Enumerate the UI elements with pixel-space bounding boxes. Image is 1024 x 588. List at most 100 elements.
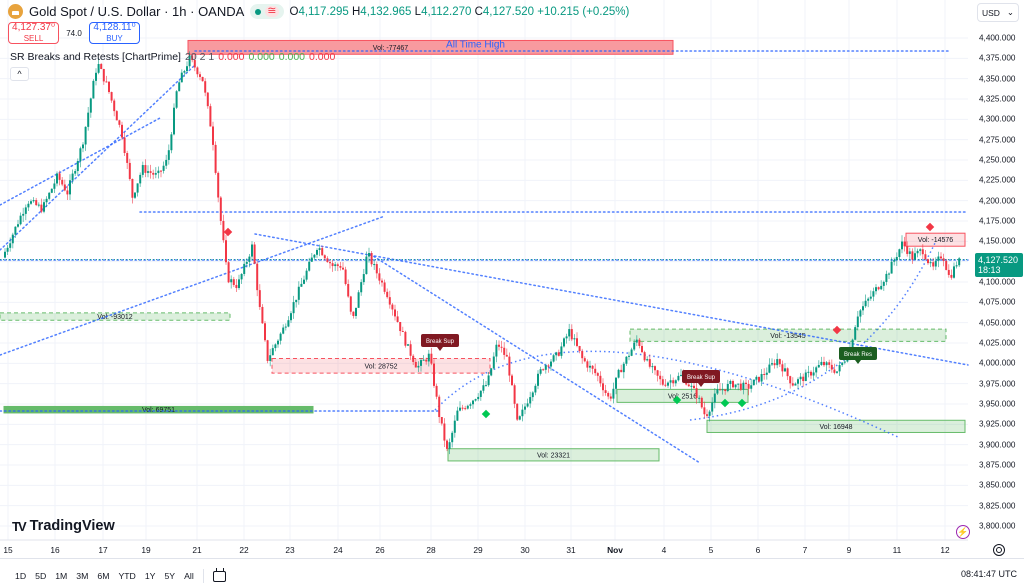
range-ytd[interactable]: YTD (118, 571, 136, 581)
time-axis-label: Nov (607, 545, 623, 555)
last-price-label: 4,127.520 18:13 (975, 253, 1023, 277)
range-6m[interactable]: 6M (97, 571, 110, 581)
chevron-up-icon: ^ (17, 69, 22, 79)
time-axis-label: 12 (940, 545, 950, 555)
price-axis-label: 4,375.000 (979, 53, 1016, 63)
price-axis-label: 4,000.000 (979, 358, 1016, 368)
price-axis-label: 3,900.000 (979, 440, 1016, 450)
collapse-legend-button[interactable]: ^ (10, 67, 29, 81)
range-5d[interactable]: 5D (35, 571, 47, 581)
open-label: O (289, 5, 299, 18)
svg-text:Vol: 28752: Vol: 28752 (364, 363, 397, 370)
svg-text:Vol: -13545: Vol: -13545 (770, 333, 806, 340)
svg-text:Vol: -77467: Vol: -77467 (373, 45, 409, 52)
sell-label: SELL (23, 33, 44, 43)
price-axis-label: 3,825.000 (979, 501, 1016, 511)
gold-symbol-icon (8, 4, 23, 19)
price-axis-label: 4,350.000 (979, 74, 1016, 84)
low-value: 4,112.270 (421, 5, 472, 18)
chevron-down-icon: ⌄ (1006, 7, 1014, 17)
price-axis-label: 4,150.000 (979, 236, 1016, 246)
low-label: L (414, 5, 422, 18)
tradingview-logo-icon: TV (12, 518, 27, 534)
price-axis-label: 3,925.000 (979, 419, 1016, 429)
svg-text:Break Sup: Break Sup (687, 375, 716, 381)
tradingview-logo[interactable]: TV TradingView (12, 518, 115, 534)
high-label: H (351, 5, 361, 18)
price-axis-label: 4,300.000 (979, 114, 1016, 124)
price-axis-label: 4,175.000 (979, 216, 1016, 226)
price-chart-canvas[interactable]: Vol: -77467 All Time High Vol: -93012 Vol: … (0, 0, 1024, 558)
date-range-buttons: 1D 5D 1M 3M 6M YTD 1Y 5Y All (15, 567, 226, 583)
symbol-title[interactable]: Gold Spot / U.S. Dollar · 1h · OANDA (29, 4, 245, 19)
svg-text:Vol: 2516: Vol: 2516 (668, 393, 697, 400)
lightning-icon[interactable]: ⚡ (956, 525, 970, 539)
time-axis-label: 17 (98, 545, 108, 555)
price-axis-label: 4,100.000 (979, 277, 1016, 287)
price-axis-label: 4,275.000 (979, 135, 1016, 145)
time-axis-label: 22 (239, 545, 249, 555)
time-axis-label: 9 (846, 545, 852, 555)
price-axis-label: 3,975.000 (979, 379, 1016, 389)
range-3m[interactable]: 3M (76, 571, 89, 581)
time-axis-label: 29 (473, 545, 483, 555)
price-axis-label: 3,875.000 (979, 460, 1016, 470)
sell-button[interactable]: 4,127.37⁰ SELL (8, 22, 59, 44)
svg-text:Vol: -14576: Vol: -14576 (918, 237, 954, 244)
sell-price: 4,127.37⁰ (12, 21, 55, 33)
indicator-value-3: 0.000 (278, 51, 306, 63)
range-1m[interactable]: 1M (55, 571, 68, 581)
price-axis-label: 4,400.000 (979, 33, 1016, 43)
chart-settings-icon[interactable] (993, 544, 1005, 556)
price-axis-label: 4,250.000 (979, 155, 1016, 165)
time-axis-label: 21 (192, 545, 202, 555)
spread-value: 74.0 (66, 28, 82, 38)
time-axis-label: 4 (661, 545, 667, 555)
svg-text:Vol: -93012: Vol: -93012 (97, 314, 133, 321)
high-value: 4,132.965 (360, 5, 412, 18)
price-axis-label: 4,025.000 (979, 338, 1016, 348)
price-axis-label: 4,200.000 (979, 196, 1016, 206)
toolbar-divider (202, 569, 204, 583)
range-all[interactable]: All (184, 571, 194, 581)
market-status-pill[interactable]: ≅ (250, 4, 284, 19)
open-value: 4,117.295 (298, 5, 349, 18)
market-open-dot-icon (255, 8, 262, 15)
utc-clock[interactable]: 08:41:47 UTC (960, 569, 1017, 579)
close-label: C (474, 5, 483, 18)
range-5y[interactable]: 5Y (164, 571, 176, 581)
data-status-icon: ≅ (265, 5, 279, 17)
price-axis-label: 3,950.000 (979, 399, 1016, 409)
change-value: +10.215 (+0.25%) (537, 5, 630, 18)
time-axis-label: 16 (50, 545, 60, 555)
time-axis-label: 19 (141, 545, 151, 555)
time-axis-label: 7 (802, 545, 808, 555)
buy-button[interactable]: 4,128.11⁰ BUY (89, 22, 140, 44)
price-axis-label: 3,850.000 (979, 480, 1016, 490)
svg-text:Vol: 16948: Vol: 16948 (819, 424, 852, 431)
range-1y[interactable]: 1Y (144, 571, 156, 581)
ohlc-values: O4,117.295 H4,132.965 L4,112.270 C4,127.… (290, 6, 630, 18)
price-axis-label: 4,075.000 (979, 297, 1016, 307)
indicator-value-2: 0.000 (248, 51, 275, 63)
indicator-name[interactable]: SR Breaks and Retests [ChartPrime] (10, 51, 181, 63)
indicator-legend[interactable]: SR Breaks and Retests [ChartPrime] 20 2 … (10, 51, 335, 63)
svg-text:All Time High: All Time High (446, 39, 505, 50)
trade-buttons: 4,127.37⁰ SELL 74.0 4,128.11⁰ BUY (8, 22, 140, 44)
buy-price: 4,128.11⁰ (93, 21, 136, 33)
bottom-toolbar: 1D 5D 1M 3M 6M YTD 1Y 5Y All 08:41:47 UT… (0, 558, 1024, 588)
go-to-date-icon[interactable] (212, 567, 226, 582)
time-axis-label: 11 (892, 545, 902, 555)
price-axis-label: 3,800.000 (979, 521, 1016, 531)
indicator-value-1: 0.000 (218, 51, 245, 63)
time-axis-label: 28 (426, 545, 436, 555)
time-axis-label: 15 (3, 545, 13, 555)
tradingview-logo-text: TradingView (29, 518, 115, 534)
svg-text:Break Sup: Break Sup (426, 339, 455, 345)
range-1d[interactable]: 1D (15, 571, 27, 581)
currency-selector[interactable]: USD ⌄ (977, 3, 1019, 22)
bar-countdown: 18:13 (978, 265, 1001, 275)
currency-label: USD (982, 7, 1000, 18)
time-axis-label: 6 (755, 545, 761, 555)
